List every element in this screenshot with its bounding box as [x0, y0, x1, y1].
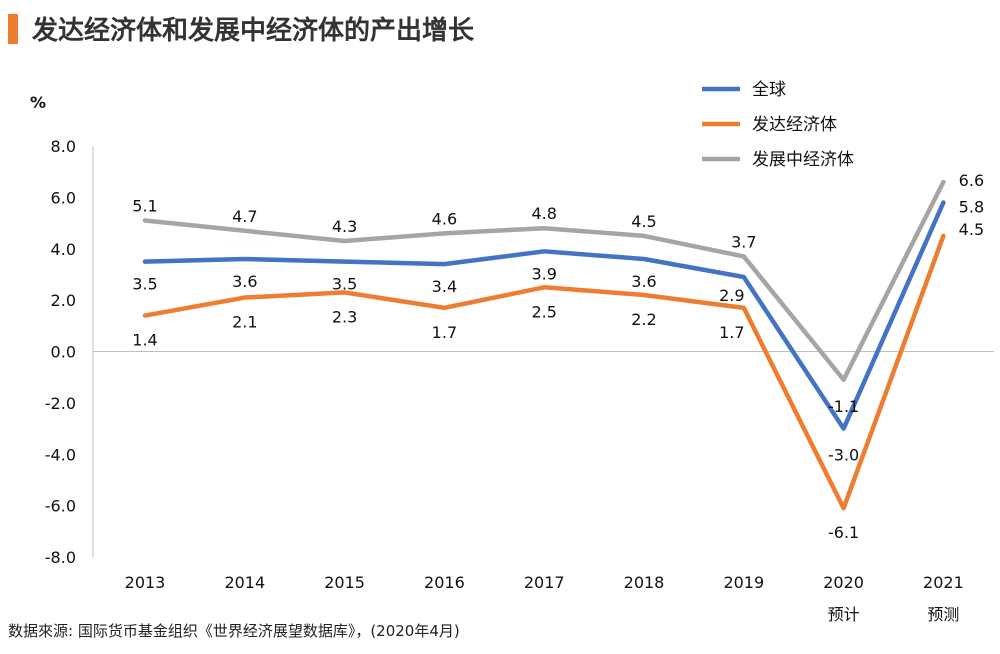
data-label: 4.6: [432, 209, 457, 228]
legend-label-2: 发展中经济体: [752, 150, 854, 170]
data-label: 2.1: [232, 313, 257, 332]
data-label: 5.1: [132, 196, 157, 215]
data-label: 3.4: [432, 277, 457, 296]
y-tick-label: -4.0: [45, 445, 76, 464]
data-label: 3.9: [531, 264, 556, 283]
data-label: 4.3: [332, 217, 357, 236]
x-tick-sublabel: 预计: [828, 605, 860, 624]
y-axis-unit-label: %: [30, 93, 46, 112]
data-label: 2.9: [719, 286, 744, 305]
y-tick-label: 0.0: [51, 343, 76, 362]
source-note: 数据來源: 国际货币基金组织《世界经济展望数据库》，(2020年4月): [8, 622, 460, 640]
y-tick-label: 6.0: [51, 188, 76, 207]
data-label: 1.7: [432, 323, 457, 342]
x-tick-label: 2018: [624, 573, 665, 592]
chart-title: 发达经济体和发展中经济体的产出增长: [32, 16, 475, 46]
legend-label-1: 发达经济体: [752, 115, 837, 135]
x-tick-label: 2020: [823, 573, 864, 592]
data-label: 2.3: [332, 307, 357, 326]
y-tick-label: -6.0: [45, 497, 76, 516]
data-label: 6.6: [959, 171, 984, 190]
data-label: 4.5: [959, 220, 984, 239]
x-tick-label: 2017: [524, 573, 565, 592]
x-tick-label: 2016: [424, 573, 465, 592]
chart-series-lines: [142, 179, 946, 511]
data-label: 5.8: [959, 198, 984, 217]
data-label: 4.8: [531, 204, 556, 223]
y-tick-label: 8.0: [51, 137, 76, 156]
data-label: 3.7: [731, 232, 756, 251]
x-tick-label: 2015: [324, 573, 365, 592]
y-tick-label: -2.0: [45, 394, 76, 413]
data-label: 1.7: [719, 323, 744, 342]
data-label: 3.6: [631, 272, 656, 291]
data-label: 3.5: [332, 275, 357, 294]
series-line-0: [142, 200, 946, 431]
data-label: 1.4: [132, 331, 157, 350]
x-tick-label: 2021: [923, 573, 964, 592]
title-accent-bar: [8, 14, 18, 44]
data-label: -1.1: [828, 397, 859, 416]
series-line-2: [142, 179, 946, 383]
chart-data-labels: 3.5 3.6 3.5 3.4 3.9 3.6 2.9 -3.0 5.8 1.4 2.1 2.3 1.7…: [132, 171, 984, 542]
data-label: 4.7: [232, 207, 257, 226]
x-tick-label: 2019: [723, 573, 764, 592]
data-label: 3.5: [132, 275, 157, 294]
data-label: -3.0: [828, 446, 859, 465]
y-tick-label: 2.0: [51, 291, 76, 310]
data-label: 3.6: [232, 272, 257, 291]
y-tick-label: -8.0: [45, 548, 76, 567]
x-tick-sublabel: 预测: [927, 605, 959, 624]
data-label: -6.1: [828, 523, 859, 542]
chart-axes: % 8.0 6.0 4.0 2.0 0.0 -2.0 -4.0 -6.0 -8.0 2013 2014…: [30, 93, 994, 624]
data-label: 2.5: [531, 302, 556, 321]
y-tick-label: 4.0: [51, 240, 76, 259]
x-tick-label: 2013: [125, 573, 166, 592]
x-tick-label: 2014: [224, 573, 265, 592]
series-line-1: [142, 233, 946, 511]
data-label: 4.5: [631, 212, 656, 231]
legend-label-0: 全球: [752, 80, 786, 100]
data-label: 2.2: [631, 310, 656, 329]
